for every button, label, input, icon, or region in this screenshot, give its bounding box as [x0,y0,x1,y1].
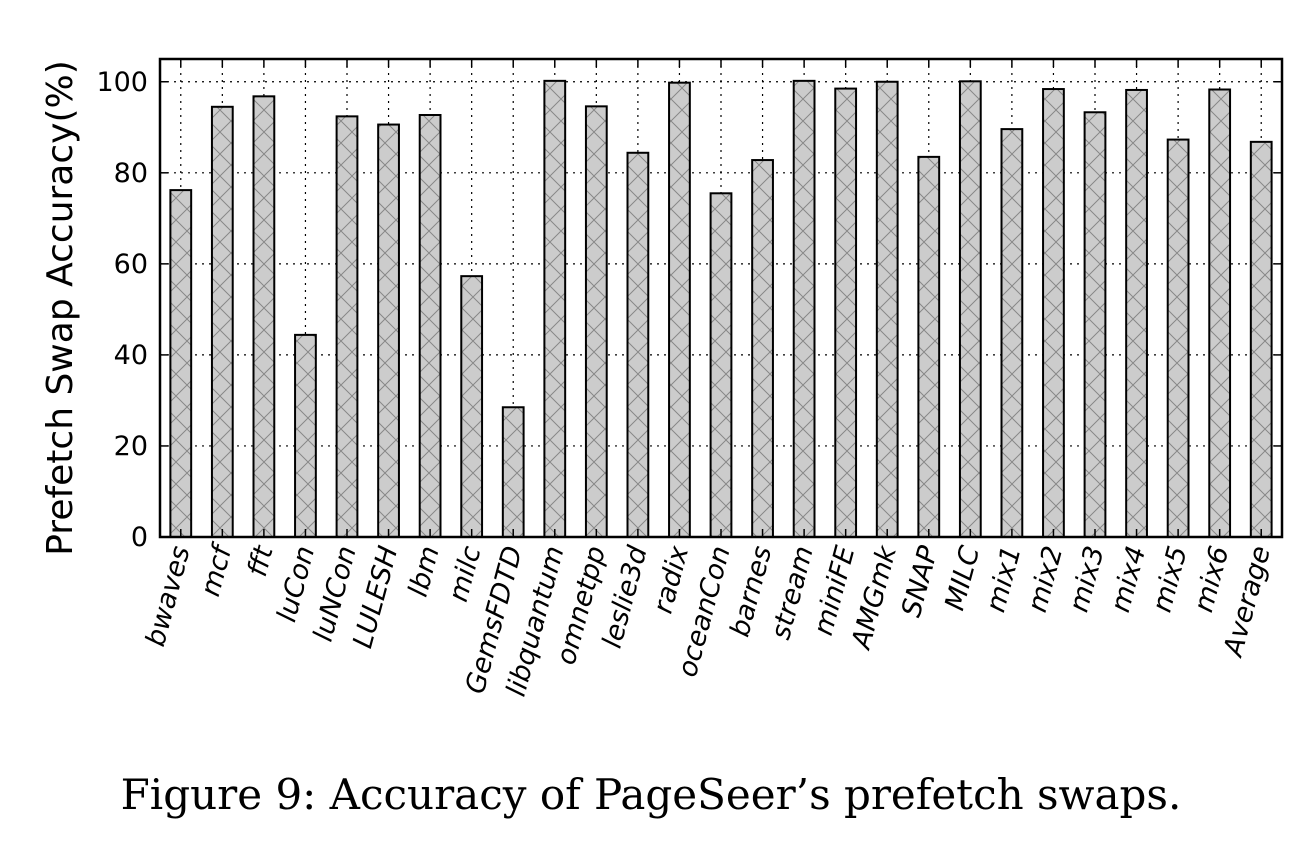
x-tick-label: mix3 [1063,543,1110,616]
bar-hatch-bwaves [169,189,193,538]
bar-hatch-GemsFDTD [501,406,525,538]
x-tick-label: mix6 [1188,543,1235,616]
bar-hatch-barnes [751,159,774,538]
bar-hatch-miniFE [834,87,858,538]
x-tick-label: bwaves [140,543,196,650]
ticks-layer [160,59,1282,538]
bar-hatch-SNAP [917,155,941,538]
x-tick-label: mix4 [1105,543,1152,616]
x-tick-label: radix [648,542,696,617]
bar-hatch-mix6 [1208,88,1232,539]
x-tick-label: MILC [939,543,986,614]
bar-hatch-mix5 [1166,138,1190,538]
x-tick-label: mix2 [1022,543,1069,616]
bar-hatch-Average [1249,140,1273,538]
bars-layer [169,79,1273,539]
y-axis-label: Prefetch Swap Accuracy(%) [40,60,81,556]
bar-hatch-libquantum [543,79,567,538]
y-tick-label: 20 [114,431,148,462]
bar-hatch-mix1 [1000,128,1024,539]
x-tick-label: mix5 [1147,543,1194,616]
bar-hatch-LULESH [377,123,400,538]
x-tick-label: SNAP [896,542,945,620]
y-tick-label: 40 [114,340,148,371]
bar-hatch-mix4 [1125,88,1148,539]
bar-hatch-fft [252,95,276,538]
bar-hatch-luNCon [335,115,359,539]
bar-hatch-leslie3d [626,151,650,538]
figure-caption: Figure 9: Accuracy of PageSeer’s prefetc… [120,770,1182,819]
x-tick-label: mix1 [980,543,1027,616]
bar-hatch-stream [792,79,816,538]
bar-hatch-mix3 [1083,111,1107,539]
y-tick-label: 60 [114,249,148,280]
bar-hatch-omnetpp [584,105,608,539]
x-tick-label: fft [242,541,280,579]
bar-hatch-lbm [418,113,442,538]
bar-hatch-oceanCon [709,192,733,539]
y-tick-label: 100 [96,67,148,98]
x-tick-label: mcf [195,539,239,599]
x-tick-label: lbm [403,543,446,600]
bar-hatch-MILC [958,80,982,538]
bar-hatch-mix2 [1042,88,1065,538]
bar-hatch-AMGmk [875,80,899,538]
bar-hatch-luCon [294,333,317,539]
bar-hatch-milc [460,275,484,538]
bar-hatch-radix [668,81,691,538]
bar-hatch-mcf [210,105,234,539]
y-tick-label: 0 [131,522,148,553]
x-tick-label: milc [443,543,488,605]
y-tick-label: 80 [114,158,148,189]
